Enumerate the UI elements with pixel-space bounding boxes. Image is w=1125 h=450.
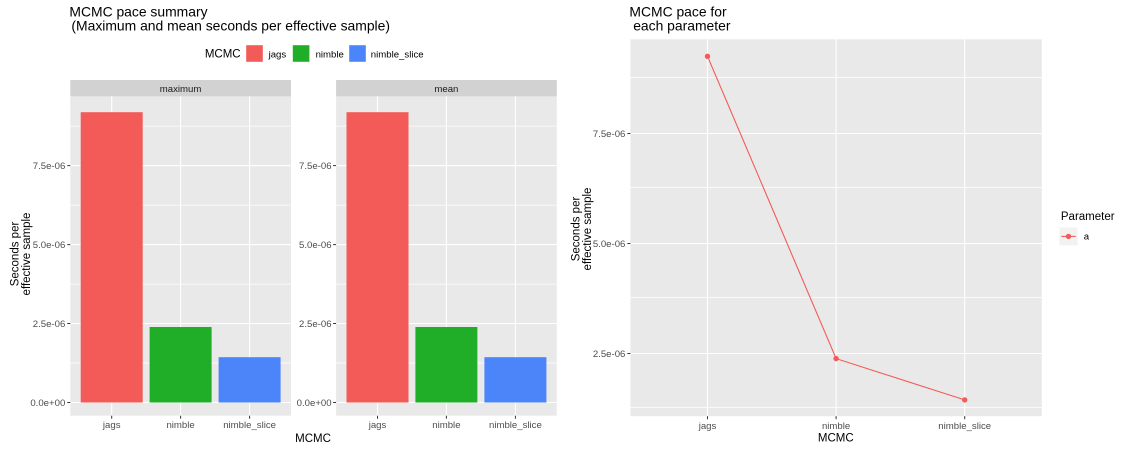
svg-text:mean: mean	[434, 84, 458, 95]
svg-text:MCMC pace summary: MCMC pace summary	[69, 3, 207, 19]
svg-text:MCMC pace for: MCMC pace for	[629, 3, 727, 19]
svg-text:MCMC: MCMC	[295, 433, 331, 445]
svg-text:nimble: nimble	[316, 49, 344, 60]
svg-text:effective sample: effective sample	[582, 188, 594, 271]
svg-text:nimble: nimble	[432, 420, 460, 431]
svg-text:7.5e-06: 7.5e-06	[593, 129, 626, 140]
svg-text:MCMC: MCMC	[205, 49, 241, 61]
svg-text:effective sample: effective sample	[21, 213, 33, 296]
svg-text:5.0e-06: 5.0e-06	[33, 240, 66, 251]
svg-text:nimble_slice: nimble_slice	[489, 420, 542, 431]
svg-text:nimble: nimble	[822, 421, 850, 432]
svg-text:MCMC: MCMC	[818, 433, 854, 445]
svg-text:7.5e-06: 7.5e-06	[33, 161, 66, 172]
svg-text:jags: jags	[698, 421, 717, 432]
svg-text:5.0e-06: 5.0e-06	[299, 240, 332, 251]
svg-text:0.0e+00: 0.0e+00	[30, 398, 65, 409]
svg-text:2.5e-06: 2.5e-06	[593, 349, 626, 360]
svg-text:Parameter: Parameter	[1061, 211, 1115, 223]
svg-text:jags: jags	[102, 420, 121, 431]
svg-text:(Maximum and mean seconds per: (Maximum and mean seconds per effective …	[71, 18, 390, 34]
svg-text:7.5e-06: 7.5e-06	[299, 161, 332, 172]
svg-text:nimble_slice: nimble_slice	[371, 49, 424, 60]
svg-text:jags: jags	[268, 49, 287, 60]
svg-text:nimble_slice: nimble_slice	[223, 420, 276, 431]
svg-text:Seconds per: Seconds per	[570, 197, 582, 262]
svg-text:Seconds per: Seconds per	[10, 222, 22, 287]
svg-text:jags: jags	[368, 420, 387, 431]
svg-text:nimble: nimble	[166, 420, 194, 431]
svg-text:2.5e-06: 2.5e-06	[33, 319, 66, 330]
svg-text:each parameter: each parameter	[633, 18, 731, 34]
svg-text:maximum: maximum	[160, 84, 202, 95]
svg-text:0.0e+00: 0.0e+00	[297, 398, 332, 409]
svg-text:5.0e-06: 5.0e-06	[593, 239, 626, 250]
svg-text:2.5e-06: 2.5e-06	[299, 319, 332, 330]
svg-text:a: a	[1084, 232, 1090, 243]
svg-text:nimble_slice: nimble_slice	[938, 421, 991, 432]
